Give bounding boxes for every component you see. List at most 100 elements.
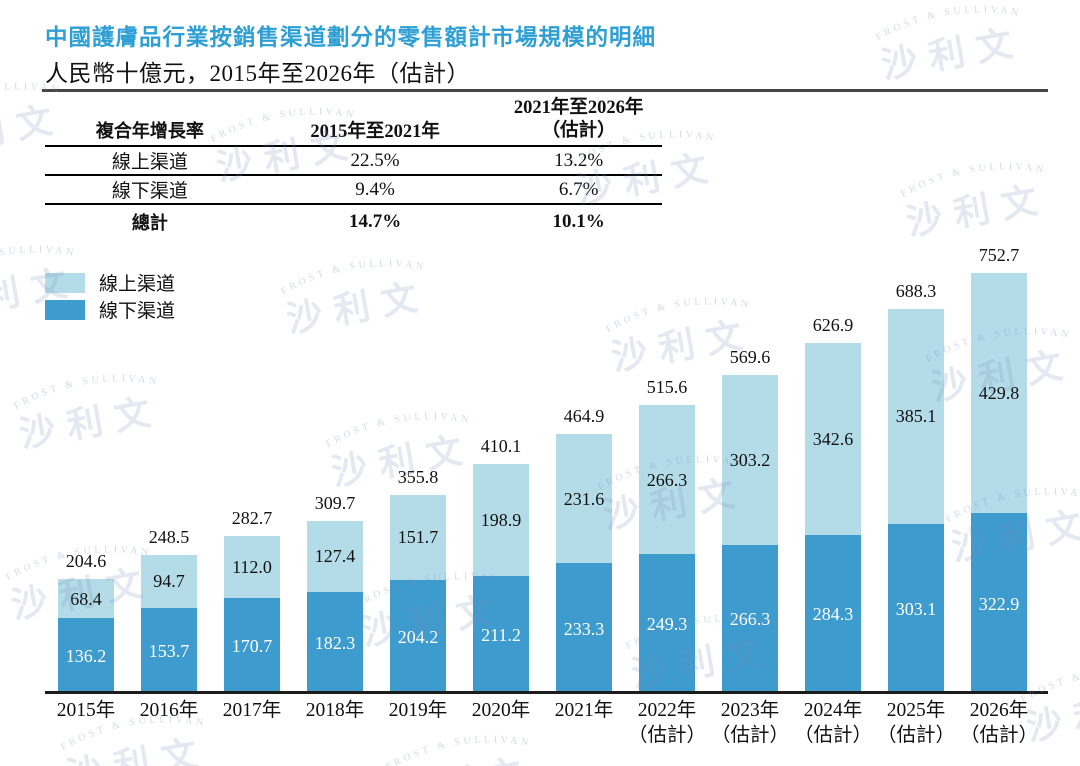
online-value-label: 198.9 [480,510,522,531]
cagr-table-header: 複合年增長率 2015年至2021年 2021年至2026年 （估計） [45,97,662,147]
online-segment [888,308,944,525]
offline-segment [58,617,114,694]
offline-value-label: 182.3 [314,632,356,653]
x-axis-label: 2022年 （估計） [627,700,706,746]
row-value: 6.7% [558,178,599,200]
x-axis-label: 2021年 [554,700,614,721]
total-value-label: 410.1 [480,436,522,457]
total-value-label: 309.7 [314,492,356,513]
x-axis-label: 2026年 （估計） [959,700,1038,746]
online-segment [307,520,363,592]
page-subtitle: 人民幣十億元，2015年至2026年（估計） [45,61,470,86]
offline-segment [390,579,446,694]
online-value-label: 68.4 [70,588,102,609]
total-value-label: 355.8 [397,466,439,487]
row-value: 13.2% [554,149,604,171]
svg-text:沙利文: 沙利文 [903,178,1052,243]
total-value-label: 204.6 [65,551,107,572]
online-value-label: 303.2 [729,449,771,470]
cagr-table: 複合年增長率 2015年至2021年 2021年至2026年 （估計） 線上渠道… [45,97,662,238]
online-segment [390,494,446,580]
offline-value-label: 266.3 [729,609,771,630]
online-value-label: 266.3 [646,469,688,490]
cagr-header-period2-line2: （估計） [541,121,616,141]
x-axis-line [45,691,1048,694]
x-axis-label: 2016年 [139,700,199,721]
legend-item-offline: 線下渠道 [45,296,175,323]
offline-segment [224,598,280,694]
offline-value-label: 211.2 [481,624,521,645]
svg-text:沙利文: 沙利文 [16,390,165,455]
online-segment [224,535,280,599]
table-row-total: 總計 14.7% 10.1% [45,205,662,238]
offline-value-label: 204.2 [397,626,439,647]
online-segment [722,375,778,545]
online-segment [556,433,612,564]
row-label: 線下渠道 [111,181,188,202]
offline-swatch-icon [45,299,85,320]
online-value-label: 94.7 [153,571,185,592]
offline-segment [888,524,944,694]
svg-text:FROST & SULLIVAN: FROST & SULLIVAN [602,286,754,336]
cagr-header-period1: 2015年至2021年 [310,122,440,142]
online-segment [639,405,695,555]
offline-value-label: 249.3 [646,614,688,635]
svg-text:FROST & SULLIVAN: FROST & SULLIVAN [10,363,162,413]
offline-value-label: 153.7 [148,640,190,661]
online-segment [805,342,861,535]
total-value-label: 626.9 [812,314,854,335]
total-value-label: 752.7 [978,244,1020,265]
total-value-label: 688.3 [895,280,937,301]
online-value-label: 151.7 [397,527,439,548]
offline-segment [805,534,861,694]
x-axis-label: 2023年 （估計） [710,700,789,746]
cagr-header-period2-line1: 2021年至2026年 [513,98,644,118]
svg-text:FROST & SULLIVAN: FROST & SULLIVAN [277,248,429,298]
online-value-label: 127.4 [314,546,356,567]
row-label: 總計 [131,212,168,233]
online-segment [58,579,114,618]
online-swatch-icon [45,272,85,293]
online-value-label: 231.6 [563,488,605,509]
offline-segment [141,607,197,694]
offline-value-label: 170.7 [231,636,273,657]
x-axis-label: 2017年 [222,700,282,721]
table-row-online: 線上渠道 22.5% 13.2% [45,147,662,176]
total-value-label: 282.7 [231,507,273,528]
row-value: 9.4% [355,178,395,200]
legend-label: 線下渠道 [99,301,176,322]
row-label: 線上渠道 [111,152,188,173]
cagr-header-period2: 2021年至2026年 （估計） [495,97,662,143]
x-axis-label: 2025年 （估計） [876,700,955,746]
svg-text:沙利文: 沙利文 [388,751,537,766]
offline-value-label: 284.3 [812,604,854,625]
online-segment [971,272,1027,514]
total-value-label: 248.5 [148,526,190,547]
x-axis-label: 2024年 （估計） [793,700,872,746]
x-axis-label: 2020年 [471,700,531,721]
online-segment [141,554,197,608]
offline-segment [307,591,363,694]
offline-segment [556,563,612,694]
online-value-label: 385.1 [895,406,937,427]
page-title: 中國護膚品行業按銷售渠道劃分的零售額計市場規模的明細 [45,25,657,50]
svg-text:FROST & SULLIVAN: FROST & SULLIVAN [382,724,534,766]
legend-label: 線上渠道 [99,274,176,295]
row-value: 10.1% [552,210,605,232]
offline-segment [639,554,695,694]
offline-segment [722,544,778,694]
offline-segment [473,575,529,694]
offline-value-label: 233.3 [563,618,605,639]
table-row-offline: 線下渠道 9.4% 6.7% [45,176,662,205]
x-axis-label: 2019年 [388,700,448,721]
row-value: 14.7% [348,210,402,232]
online-value-label: 342.6 [812,428,854,449]
online-value-label: 112.0 [232,557,272,578]
offline-value-label: 303.1 [895,599,937,620]
total-value-label: 569.6 [729,347,771,368]
